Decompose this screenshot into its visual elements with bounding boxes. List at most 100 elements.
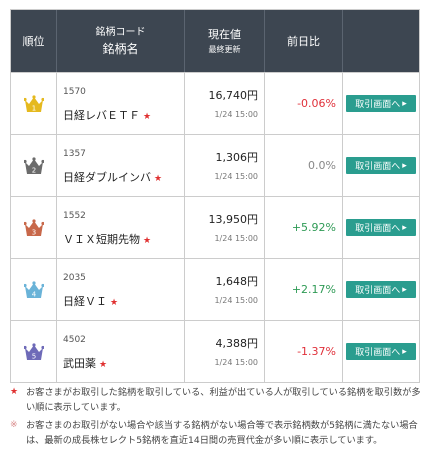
price-cell: 1,648円 1/24 15:00 [185, 259, 265, 320]
header-updated-label: 最終更新 [208, 45, 241, 54]
table-row: 2 1357 日経ダブルインバ ★ 1,306円 1/24 15:00 0.0% … [11, 134, 419, 196]
current-price: 1,306円 [215, 151, 259, 164]
stock-code: 1570 [63, 87, 86, 97]
current-price: 4,388円 [215, 337, 259, 350]
change-cell: 0.0% [265, 135, 343, 196]
table-row: 4 2035 日経ＶＩ ★ 1,648円 1/24 15:00 +2.17% 取引… [11, 258, 419, 320]
rank-cell: 1 [11, 73, 57, 134]
note-star: ★ お客さまがお取引した銘柄を取引している、利益が出ている人が取引している銘柄を… [10, 385, 422, 415]
stock-name: 日経ダブルインバ ★ [63, 169, 162, 185]
note-text: お客さまがお取引した銘柄を取引している、利益が出ている人が取引している銘柄を取引… [26, 387, 421, 413]
trade-screen-button[interactable]: 取引画面へ ▸ [346, 157, 416, 174]
header-code-label: 銘柄コード [95, 27, 146, 38]
star-icon: ★ [154, 174, 163, 184]
arrow-right-icon: ▸ [402, 346, 407, 357]
change-cell: -0.06% [265, 73, 343, 134]
change-value: -1.37% [297, 345, 336, 358]
change-value: +2.17% [291, 283, 336, 296]
rank-cell: 3 [11, 197, 57, 258]
ranking-table: 順位 銘柄コード 銘柄名 現在値 最終更新 前日比 1 1570 日経レバＥＴＦ… [10, 9, 420, 383]
header-rank: 順位 [11, 10, 57, 72]
crown-shape: 1 [23, 94, 44, 112]
price-cell: 13,950円 1/24 15:00 [185, 197, 265, 258]
header-rank-label: 順位 [22, 35, 45, 48]
price-cell: 1,306円 1/24 15:00 [185, 135, 265, 196]
trade-screen-button[interactable]: 取引画面へ ▸ [346, 95, 416, 112]
crown-shape: 5 [23, 342, 44, 360]
rank-number: 4 [31, 290, 36, 298]
arrow-right-icon: ▸ [402, 160, 407, 171]
stock-code: 1552 [63, 211, 86, 221]
last-updated: 1/24 15:00 [214, 172, 258, 181]
price-cell: 4,388円 1/24 15:00 [185, 321, 265, 382]
last-updated: 1/24 15:00 [214, 110, 258, 119]
name-cell: 4502 武田薬 ★ [57, 321, 185, 382]
trade-screen-button[interactable]: 取引画面へ ▸ [346, 219, 416, 236]
crown-icon: 1 [23, 94, 44, 113]
stock-name-text: 日経ダブルインバ [63, 171, 151, 184]
crown-icon: 2 [23, 156, 44, 175]
crown-shape: 3 [23, 218, 44, 236]
star-icon: ★ [143, 112, 152, 122]
trade-button-label: 取引画面へ [355, 286, 401, 296]
table-header: 順位 銘柄コード 銘柄名 現在値 最終更新 前日比 [11, 10, 419, 72]
header-change-label: 前日比 [287, 35, 320, 48]
stock-name-text: 日経ＶＩ [63, 295, 107, 308]
arrow-right-icon: ▸ [402, 98, 407, 109]
arrow-right-icon: ▸ [402, 222, 407, 233]
last-updated: 1/24 15:00 [214, 296, 258, 305]
stock-code: 2035 [63, 273, 86, 283]
trade-button-label: 取引画面へ [355, 224, 401, 234]
rank-number: 1 [31, 104, 35, 112]
current-price: 16,740円 [208, 89, 259, 102]
crown-icon: 4 [23, 280, 44, 299]
change-value: 0.0% [308, 159, 336, 172]
arrow-right-icon: ▸ [402, 284, 407, 295]
table-row: 1 1570 日経レバＥＴＦ ★ 16,740円 1/24 15:00 -0.06… [11, 72, 419, 134]
reference-mark-icon: ※ [10, 420, 18, 430]
stock-name: 日経ＶＩ ★ [63, 293, 118, 309]
current-price: 13,950円 [208, 213, 259, 226]
name-cell: 1357 日経ダブルインバ ★ [57, 135, 185, 196]
action-cell: 取引画面へ ▸ [343, 197, 419, 258]
header-action [343, 10, 419, 72]
rank-cell: 4 [11, 259, 57, 320]
name-cell: 1570 日経レバＥＴＦ ★ [57, 73, 185, 134]
change-cell: +2.17% [265, 259, 343, 320]
header-name-label: 銘柄名 [102, 42, 139, 56]
trade-button-label: 取引画面へ [355, 100, 401, 110]
header-price-label: 現在値 [208, 28, 241, 41]
stock-code: 1357 [63, 149, 86, 159]
trade-button-label: 取引画面へ [355, 348, 401, 358]
stock-name-text: ＶＩＸ短期先物 [63, 233, 140, 246]
header-price: 現在値 最終更新 [185, 10, 265, 72]
rank-cell: 5 [11, 321, 57, 382]
table-row: 3 1552 ＶＩＸ短期先物 ★ 13,950円 1/24 15:00 +5.92… [11, 196, 419, 258]
rank-number: 5 [31, 352, 35, 360]
change-cell: +5.92% [265, 197, 343, 258]
stock-name-text: 武田薬 [63, 357, 96, 370]
change-value: -0.06% [297, 97, 336, 110]
action-cell: 取引画面へ ▸ [343, 259, 419, 320]
rank-cell: 2 [11, 135, 57, 196]
header-name: 銘柄コード 銘柄名 [57, 10, 185, 72]
last-updated: 1/24 15:00 [214, 234, 258, 243]
crown-shape: 4 [23, 280, 44, 298]
note-asterisk: ※ お客さまのお取引がない場合や該当する銘柄がない場合等で表示銘柄数が5銘柄に満… [10, 418, 422, 448]
star-icon: ★ [110, 298, 119, 308]
stock-name: 日経レバＥＴＦ ★ [63, 107, 151, 123]
change-cell: -1.37% [265, 321, 343, 382]
notes: ★ お客さまがお取引した銘柄を取引している、利益が出ている人が取引している銘柄を… [10, 385, 422, 451]
star-mark-icon: ★ [10, 387, 19, 397]
name-cell: 1552 ＶＩＸ短期先物 ★ [57, 197, 185, 258]
last-updated: 1/24 15:00 [214, 358, 258, 367]
note-text: お客さまのお取引がない場合や該当する銘柄がない場合等で表示銘柄数が5銘柄に満たな… [26, 420, 418, 446]
trade-button-label: 取引画面へ [355, 162, 401, 172]
rank-number: 3 [31, 228, 35, 236]
stock-name-text: 日経レバＥＴＦ [63, 109, 140, 122]
trade-screen-button[interactable]: 取引画面へ ▸ [346, 281, 416, 298]
crown-shape: 2 [23, 156, 44, 174]
header-change: 前日比 [265, 10, 343, 72]
trade-screen-button[interactable]: 取引画面へ ▸ [346, 343, 416, 360]
price-cell: 16,740円 1/24 15:00 [185, 73, 265, 134]
